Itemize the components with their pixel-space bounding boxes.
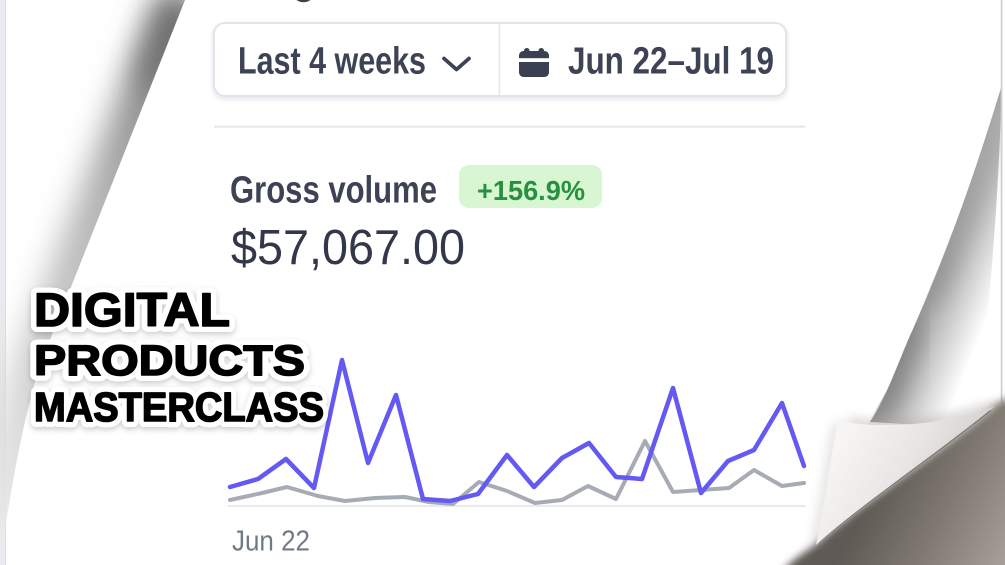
svg-text:Jun 22: Jun 22 — [232, 525, 310, 557]
svg-text:PRODUCTS: PRODUCTS — [34, 338, 305, 385]
svg-text:MASTERCLASS: MASTERCLASS — [34, 384, 324, 430]
svg-text:+156.9%: +156.9% — [477, 175, 585, 206]
svg-text:Jun 22–Jul 19: Jun 22–Jul 19 — [568, 41, 774, 83]
svg-text:DIGITAL: DIGITAL — [34, 284, 230, 337]
svg-text:MASTERCLASS: MASTERCLASS — [34, 384, 324, 430]
svg-text:PRODUCTS: PRODUCTS — [34, 338, 305, 385]
svg-text:DIGITAL: DIGITAL — [34, 284, 230, 337]
svg-text:Gross volume: Gross volume — [230, 170, 437, 212]
svg-text:$57,067.00: $57,067.00 — [231, 221, 465, 275]
svg-text:Last 4 weeks: Last 4 weeks — [238, 41, 426, 83]
